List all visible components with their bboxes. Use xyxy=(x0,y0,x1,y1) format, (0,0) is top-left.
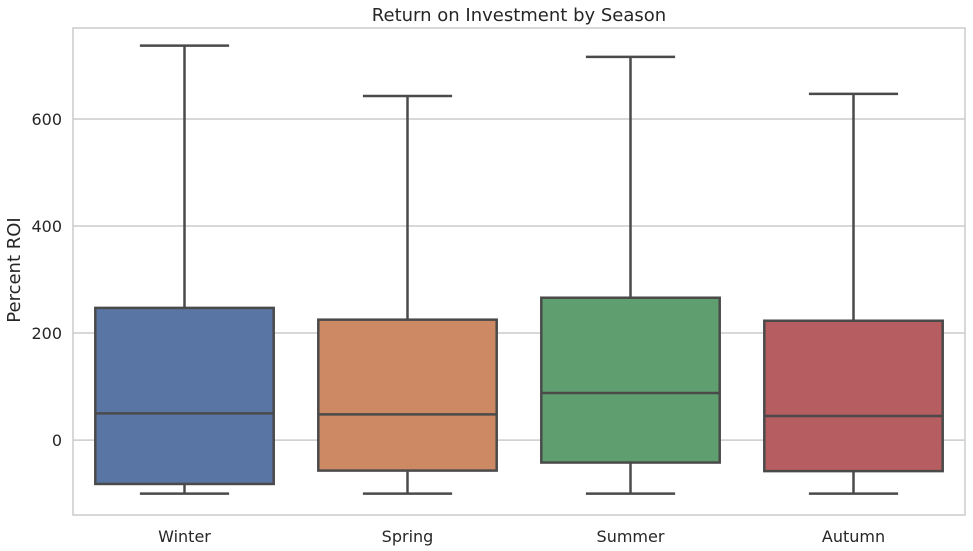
iqr-box xyxy=(540,296,721,464)
y-tick-label: 0 xyxy=(52,431,62,450)
chart-title: Return on Investment by Season xyxy=(372,5,666,26)
x-tick-label: Winter xyxy=(158,527,211,546)
iqr-box xyxy=(317,318,498,472)
iqr-box xyxy=(763,319,944,473)
tick-layer: 0 200 400 600 Winter Spring Summer Autumn xyxy=(31,110,885,546)
x-tick-label: Autumn xyxy=(822,527,885,546)
y-axis-label: Percent ROI xyxy=(4,217,25,322)
y-tick-label: 600 xyxy=(31,110,62,129)
box-winter xyxy=(94,44,275,495)
iqr-box xyxy=(94,306,275,486)
y-tick-label: 400 xyxy=(31,217,62,236)
plot-frame xyxy=(72,27,966,516)
box-spring xyxy=(317,94,498,495)
box-summer xyxy=(540,55,721,495)
y-tick-label: 200 xyxy=(31,324,62,343)
x-tick-label: Summer xyxy=(597,527,665,546)
box-layer xyxy=(94,44,944,495)
box-autumn xyxy=(763,92,944,495)
x-tick-label: Spring xyxy=(382,527,434,546)
